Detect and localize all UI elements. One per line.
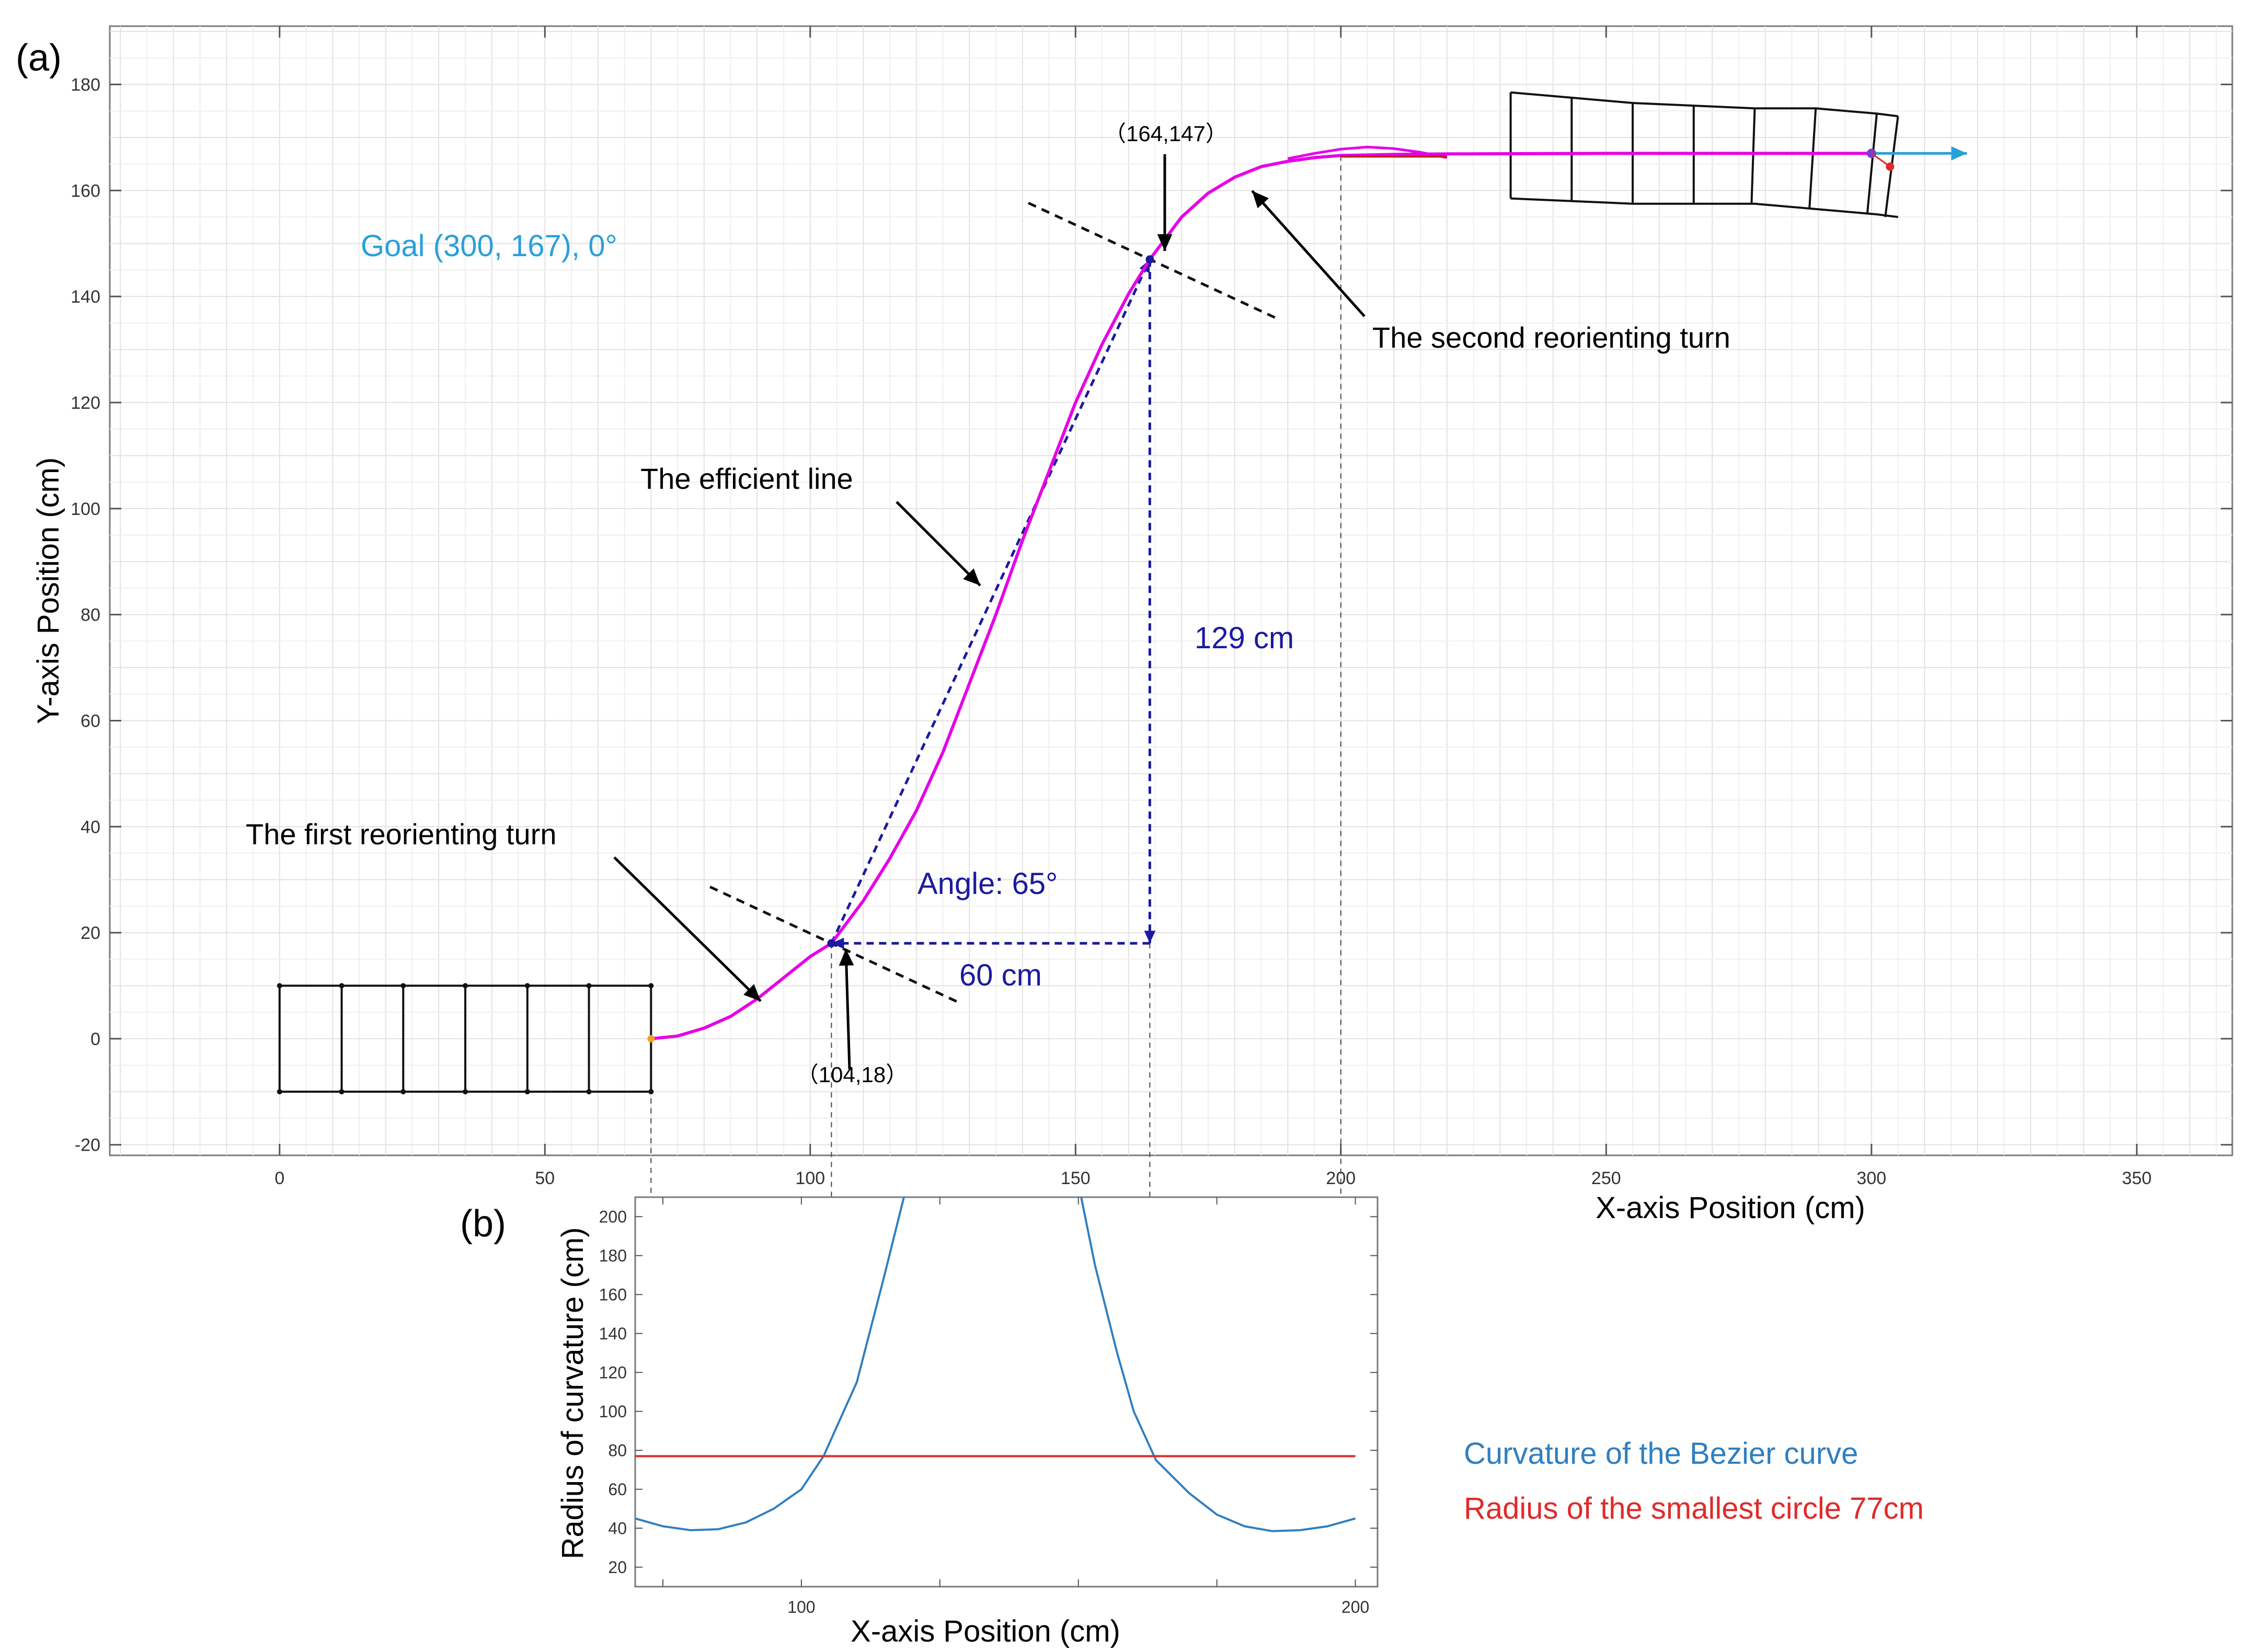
- start-robot-joint: [339, 983, 345, 989]
- goal-robot-rung: [1808, 108, 1817, 209]
- start-robot-joint: [339, 1089, 345, 1095]
- y-tick-label-b: 160: [599, 1285, 627, 1304]
- y-tick-label-b: 140: [599, 1324, 627, 1343]
- point-164-147-arrow-head: [1157, 234, 1173, 251]
- y-tick-label-a: 160: [71, 181, 100, 201]
- horizontal-dimension-label: 60 cm: [959, 958, 1042, 992]
- plot-area-b: [634, 1196, 1379, 1588]
- angle-label: Angle: 65°: [917, 867, 1058, 901]
- turn-point-second: [1145, 255, 1154, 264]
- x-tick-label-a: 0: [274, 1168, 284, 1188]
- grid-a: [110, 26, 2232, 1155]
- efficient-line-arrow: [896, 501, 981, 587]
- goal-robot-rung: [1750, 108, 1756, 204]
- panel-b: 100 200 20 40 60 80 100 120 140 160 180 200 (b) X-a…: [460, 1196, 1924, 1648]
- start-robot-joint: [277, 983, 282, 989]
- bezier-path: [650, 152, 1872, 1040]
- panel-a: 0 50 100 150 200 250 300 350 -20 0 20 40 60 80 100 120 1…: [16, 25, 2233, 1521]
- point-label-104-18: （104,18）: [797, 1062, 908, 1087]
- y-tick-label-a: 100: [71, 499, 100, 519]
- goal-heading-arrowhead: [1951, 146, 1967, 160]
- second-turn-label: The second reorienting turn: [1372, 321, 1730, 354]
- start-robot-joint: [400, 1089, 406, 1095]
- first-turn-arrow: [613, 856, 762, 1002]
- x-tick-label-a: 350: [2122, 1168, 2152, 1188]
- start-robot-joint: [648, 983, 654, 989]
- x-axis-label-a: X-axis Position (cm): [1596, 1191, 1865, 1225]
- legend-min-radius: Radius of the smallest circle 77cm: [1464, 1492, 1924, 1525]
- second-turn-arrow-head: [1252, 191, 1269, 209]
- curvature-series: [635, 1197, 905, 1531]
- y-tick-label-b: 60: [608, 1480, 627, 1499]
- start-robot-joint: [463, 983, 468, 989]
- first-turn-arrow-head: [743, 984, 761, 1001]
- x-tick-label-a: 50: [535, 1168, 555, 1188]
- y-tick-label-a: -20: [75, 1135, 100, 1155]
- y-tick-label-b: 100: [599, 1402, 627, 1421]
- y-tick-label-a: 140: [71, 287, 100, 307]
- point-104-18-arrow-head: [839, 949, 854, 966]
- x-tick-label-a: 150: [1061, 1168, 1091, 1188]
- y-tick-label-a: 80: [81, 605, 100, 625]
- second-turn-arrow: [1251, 190, 1366, 317]
- ticks-a: 0 50 100 150 200 250 300 350-200204060801001201…: [71, 26, 2232, 1188]
- first-turn-label: The first reorienting turn: [246, 818, 556, 851]
- y-tick-label-a: 120: [71, 393, 100, 413]
- start-robot-joint: [463, 1089, 468, 1095]
- dimension-arrowhead-left: [831, 937, 844, 949]
- x-axis-label-b: X-axis Position (cm): [851, 1614, 1120, 1648]
- start-robot-joint: [400, 983, 406, 989]
- y-tick-label-a: 20: [81, 923, 100, 943]
- goal-annotation: Goal (300, 167), 0°: [361, 229, 617, 263]
- y-tick-label-b: 200: [599, 1207, 627, 1226]
- goal-offset-point: [1886, 162, 1895, 171]
- efficient-line-arrow-head: [963, 568, 980, 586]
- y-tick-label-a: 40: [81, 817, 100, 837]
- panel-label-a: (a): [16, 37, 62, 79]
- start-robot-joint: [586, 1089, 592, 1095]
- goal-robot-rung: [1866, 113, 1878, 215]
- turn-point-first: [827, 939, 836, 948]
- start-point: [647, 1035, 655, 1042]
- x-tick-label-b: 200: [1341, 1598, 1369, 1616]
- y-tick-label-b: 20: [608, 1558, 627, 1577]
- point-104-18-arrow: [844, 948, 851, 1070]
- y-axis-label-b: Radius of curvature (cm): [556, 1227, 590, 1559]
- y-tick-label-b: 180: [599, 1246, 627, 1265]
- ticks-b: 100 200 20 40 60 80 100 120 140 160 180 200: [599, 1197, 1378, 1616]
- x-tick-label-a: 250: [1591, 1168, 1621, 1188]
- goal-robot-top-rail: [1510, 91, 1898, 118]
- x-tick-label-b: 100: [787, 1598, 815, 1616]
- curvature-series: [1080, 1197, 1356, 1532]
- point-label-164-147: （164,147）: [1104, 121, 1227, 146]
- y-tick-label-a: 60: [81, 711, 100, 731]
- start-robot-joint: [277, 1089, 282, 1095]
- x-tick-label-a: 300: [1856, 1168, 1886, 1188]
- data-b: [635, 1197, 1356, 1532]
- efficient-line-label: The efficient line: [640, 462, 853, 495]
- legend-curvature: Curvature of the Bezier curve: [1464, 1437, 1858, 1471]
- y-tick-label-a: 0: [90, 1029, 100, 1049]
- start-robot-joint: [524, 983, 530, 989]
- start-robot-joint: [648, 1089, 654, 1095]
- data-a: [277, 91, 1967, 1095]
- x-tick-label-a: 100: [795, 1168, 825, 1188]
- dimension-arrowhead-down: [1144, 931, 1156, 944]
- vertical-dimension-label: 129 cm: [1195, 621, 1294, 655]
- y-tick-label-b: 40: [608, 1519, 627, 1538]
- y-axis-label-a: Y-axis Position (cm): [31, 457, 65, 724]
- start-robot-joint: [524, 1089, 530, 1095]
- path-bump: [1287, 145, 1448, 160]
- efficient-line: [830, 259, 1151, 944]
- y-tick-label-b: 120: [599, 1363, 627, 1382]
- start-robot-joint: [586, 983, 592, 989]
- panel-label-b: (b): [460, 1203, 506, 1245]
- y-tick-label-b: 80: [608, 1441, 627, 1460]
- y-tick-label-a: 180: [71, 75, 100, 95]
